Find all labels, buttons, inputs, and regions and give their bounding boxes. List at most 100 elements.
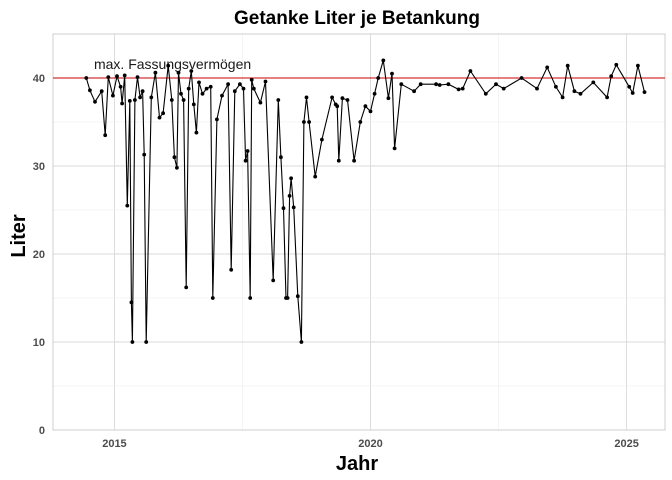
data-point — [144, 340, 149, 344]
data-point — [519, 76, 524, 80]
reference-line-label: max. Fassungsvermögen — [94, 56, 251, 72]
data-point — [372, 91, 377, 96]
data-point — [386, 96, 391, 101]
data-point — [229, 267, 234, 272]
data-point — [335, 104, 340, 109]
data-point — [276, 98, 281, 102]
data-point — [358, 120, 363, 124]
data-point — [238, 82, 242, 87]
data-point — [169, 98, 174, 102]
data-point — [630, 91, 635, 95]
data-point — [249, 77, 254, 82]
data-point — [572, 89, 577, 94]
data-point — [118, 84, 123, 89]
data-point — [99, 89, 104, 94]
x-tick-label: 2015 — [102, 438, 126, 450]
y-tick-label: 30 — [33, 161, 45, 173]
y-tick-label: 0 — [39, 425, 45, 437]
data-point — [149, 95, 154, 100]
data-point — [392, 146, 397, 151]
data-point — [208, 84, 213, 89]
data-point — [614, 62, 619, 67]
data-point — [120, 101, 124, 106]
x-ticks: 2015 2020 2025 — [102, 438, 639, 450]
data-point — [129, 300, 134, 305]
y-tick-label: 10 — [33, 337, 45, 349]
data-point — [200, 91, 205, 96]
data-point — [456, 87, 461, 92]
data-point — [189, 69, 194, 73]
data-point — [591, 80, 596, 85]
data-point — [271, 278, 276, 283]
data-point — [251, 86, 256, 91]
y-tick-label: 40 — [33, 73, 45, 85]
data-point — [103, 133, 108, 138]
data-point — [161, 111, 166, 116]
data-point — [295, 294, 300, 299]
series-line — [85, 60, 646, 343]
data-point — [609, 74, 614, 79]
data-point — [494, 82, 498, 87]
data-point — [127, 99, 132, 103]
data-point — [412, 89, 416, 94]
data-point — [399, 82, 404, 87]
data-point — [245, 149, 250, 153]
data-point — [232, 89, 237, 94]
data-point — [390, 71, 394, 76]
data-point — [642, 90, 647, 94]
data-point — [304, 95, 309, 100]
data-point — [226, 82, 231, 87]
data-point — [135, 75, 140, 79]
data-point — [166, 63, 171, 68]
data-point — [263, 79, 268, 84]
data-point — [106, 75, 111, 79]
data-point — [215, 117, 219, 122]
data-point — [437, 83, 442, 87]
data-point — [111, 93, 115, 98]
data-point — [501, 86, 506, 91]
data-point — [142, 152, 147, 157]
data-point — [554, 84, 558, 89]
data-point — [368, 109, 373, 114]
data-point — [468, 69, 473, 73]
data-point — [565, 63, 570, 68]
x-axis-title: Jahr — [336, 453, 378, 475]
data-point — [636, 63, 640, 68]
data-point — [320, 137, 324, 142]
data-point — [220, 93, 224, 98]
x-tick-label: 2020 — [358, 438, 382, 450]
data-point — [345, 98, 350, 102]
data-point — [281, 206, 286, 211]
data-point — [88, 88, 92, 93]
data-point — [194, 130, 199, 135]
data-point — [285, 296, 290, 300]
data-point — [248, 296, 253, 300]
data-point — [307, 120, 311, 124]
x-tick-label: 2025 — [614, 438, 638, 450]
y-tick-label: 20 — [33, 249, 45, 261]
data-point — [483, 91, 488, 96]
data-point — [605, 95, 609, 100]
data-point — [376, 76, 381, 80]
y-ticks: 0 10 20 30 40 — [33, 73, 45, 437]
data-point — [84, 76, 89, 80]
data-point — [258, 100, 263, 105]
data-point — [336, 158, 341, 163]
data-point — [279, 155, 283, 160]
data-point — [340, 96, 345, 101]
chart-title: Getanke Liter je Betankung — [234, 8, 480, 29]
data-point — [460, 86, 465, 91]
data-point — [93, 99, 97, 104]
data-points — [84, 58, 647, 344]
data-point — [578, 91, 583, 96]
data-point — [181, 98, 186, 102]
data-point — [299, 340, 304, 344]
data-point — [204, 86, 209, 91]
data-point — [153, 70, 158, 75]
data-point — [535, 86, 539, 91]
data-point — [560, 95, 565, 100]
data-point — [302, 120, 306, 124]
panel-border — [52, 33, 666, 431]
data-point — [140, 89, 145, 94]
data-point — [122, 73, 127, 78]
